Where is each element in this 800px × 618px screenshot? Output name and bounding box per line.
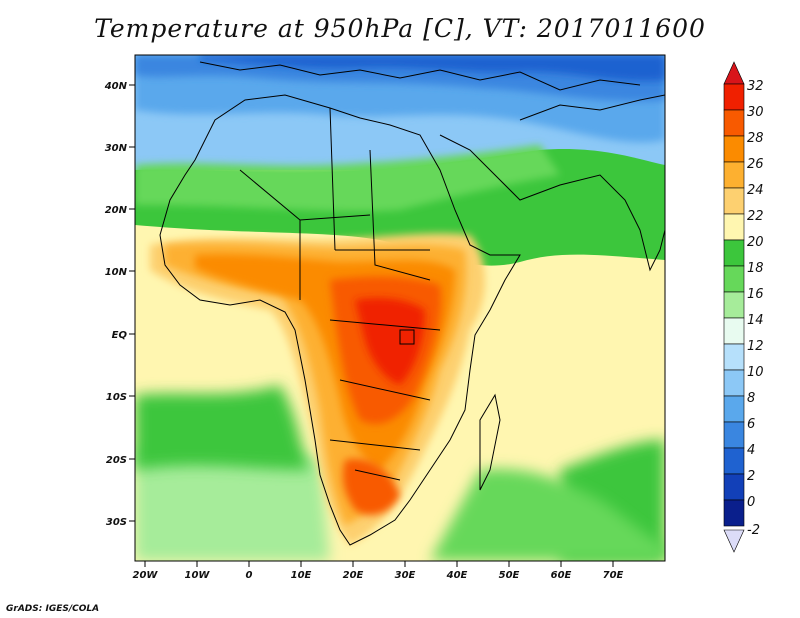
- colorbar-label: 22: [747, 209, 764, 224]
- lon-label: 10E: [291, 570, 312, 581]
- page-title: Temperature at 950hPa [C], VT: 201701160…: [94, 14, 706, 43]
- lat-label: 30N: [105, 143, 128, 154]
- lat-labels: 40N 30N 20N 10N EQ 10S 20S 30S: [104, 81, 128, 528]
- lon-label: 50E: [499, 570, 520, 581]
- colorbar-label: 6: [747, 417, 755, 432]
- colorbar-cell: [723, 317, 745, 345]
- colorbar-label: 2: [747, 469, 755, 484]
- colorbar-label: 32: [747, 79, 764, 94]
- colorbar-top-arrow: [723, 61, 745, 85]
- colorbar-cell: [723, 109, 745, 137]
- colorbar-cell: [723, 395, 745, 423]
- colorbar-cell: [723, 291, 745, 319]
- colorbar-cell: [723, 213, 745, 241]
- colorbar-label: 20: [747, 235, 764, 250]
- lon-label: 20E: [343, 570, 364, 581]
- lon-label: 70E: [603, 570, 624, 581]
- colorbar-label: 26: [747, 157, 764, 172]
- temperature-field: [135, 55, 665, 561]
- lat-label: 20N: [105, 205, 128, 216]
- colorbar: [723, 61, 745, 553]
- lat-label: 10N: [105, 267, 128, 278]
- colorbar-label: 14: [747, 313, 764, 328]
- colorbar-cell: [723, 83, 745, 111]
- lat-label: 10S: [106, 392, 127, 403]
- colorbar-label: 12: [747, 339, 764, 354]
- colorbar-cell: [723, 161, 745, 189]
- colorbar-cell: [723, 499, 745, 527]
- coastlines: [159, 61, 665, 546]
- lat-label: 30S: [106, 517, 127, 528]
- lon-label: 60E: [551, 570, 572, 581]
- colorbar-label: 0: [747, 495, 755, 510]
- lat-label: 20S: [106, 455, 127, 466]
- lon-label: 20W: [133, 570, 159, 581]
- colorbar-label: 18: [747, 261, 764, 276]
- colorbar-labels: 32 30 28 26 24 22 20 18 16 14 12 10 8 6 …: [747, 79, 764, 538]
- lon-label: 0: [246, 570, 253, 581]
- colorbar-label: 30: [747, 105, 764, 120]
- colorbar-label: 8: [747, 391, 755, 406]
- lon-label: 10W: [185, 570, 211, 581]
- map-frame: [134, 54, 666, 562]
- colorbar-bottom-arrow: [723, 529, 745, 553]
- colorbar-label: 28: [747, 131, 764, 146]
- lat-ticks: [129, 84, 135, 522]
- colorbar-cell: [723, 447, 745, 475]
- lon-ticks: [144, 561, 614, 567]
- lon-label: 30E: [395, 570, 416, 581]
- lon-labels: 20W 10W 0 10E 20E 30E 40E 50E 60E 70E: [133, 570, 624, 581]
- colorbar-cell: [723, 135, 745, 163]
- lat-label: EQ: [112, 330, 128, 341]
- colorbar-cell: [723, 239, 745, 267]
- colorbar-label: 4: [747, 443, 755, 458]
- colorbar-cell: [723, 473, 745, 501]
- colorbar-label: -2: [747, 523, 760, 538]
- lon-label: 40E: [446, 570, 468, 581]
- colorbar-cell: [723, 369, 745, 397]
- lat-label: 40N: [104, 81, 128, 92]
- grads-credit: GrADS: IGES/COLA: [6, 604, 100, 614]
- colorbar-cell: [723, 421, 745, 449]
- colorbar-cell: [723, 265, 745, 293]
- colorbar-cell: [723, 187, 745, 215]
- colorbar-label: 16: [747, 287, 764, 302]
- colorbar-label: 24: [747, 183, 764, 198]
- colorbar-label: 10: [747, 365, 764, 380]
- colorbar-cell: [723, 343, 745, 371]
